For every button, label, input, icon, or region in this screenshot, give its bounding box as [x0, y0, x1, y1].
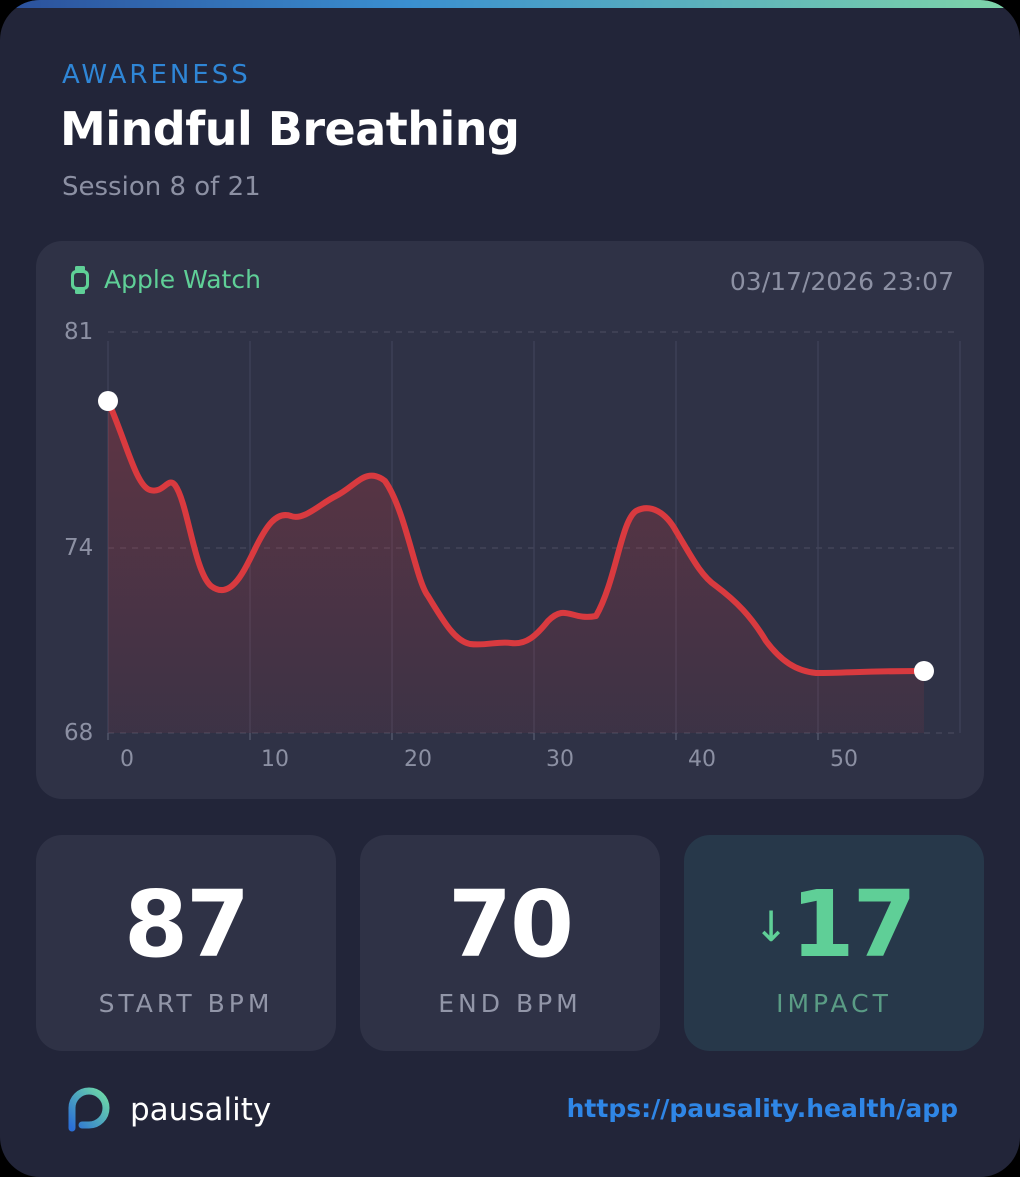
end-bpm-card: 70 END BPM [360, 835, 660, 1051]
heart-rate-chart [98, 331, 961, 740]
impact-value-row: ↓17 [684, 871, 984, 978]
category-label: AWARENESS [62, 60, 251, 90]
x-tick-label: 50 [830, 747, 858, 772]
arrow-down-icon: ↓ [753, 902, 788, 952]
start-bpm-label: START BPM [98, 989, 274, 1018]
app-link[interactable]: https://pausality.health/app [566, 1094, 958, 1123]
device-source: Apple Watch [70, 265, 261, 294]
pausality-logo-icon [62, 1082, 114, 1138]
session-timestamp: 03/17/2026 23:07 [729, 267, 954, 296]
heart-rate-line [105, 398, 927, 676]
start-bpm-card: 87 START BPM [36, 835, 336, 1051]
impact-value: 17 [790, 871, 917, 978]
start-bpm-value: 87 [123, 871, 250, 978]
x-tick-label: 20 [404, 747, 432, 772]
page-title: Mindful Breathing [60, 102, 520, 156]
end-bpm-label: END BPM [438, 989, 582, 1018]
start-point-marker [98, 391, 118, 411]
heart-rate-area [108, 401, 924, 733]
session-progress: Session 8 of 21 [62, 172, 261, 202]
heart-rate-chart-panel: Apple Watch 03/17/2026 23:07 [36, 241, 984, 799]
end-point-marker [914, 661, 934, 681]
gradient-accent-bar [0, 0, 1020, 8]
x-tick-label: 10 [261, 747, 289, 772]
brand-logo: pausality [62, 1082, 271, 1138]
brand-name: pausality [130, 1092, 272, 1128]
x-tick-label: 40 [688, 747, 716, 772]
x-tick-label: 30 [546, 747, 574, 772]
impact-label: IMPACT [776, 989, 892, 1018]
x-tick-label: 0 [120, 747, 134, 772]
y-tick-label: 74 [64, 535, 94, 561]
y-tick-label: 81 [64, 319, 94, 345]
device-name: Apple Watch [104, 265, 261, 294]
impact-card: ↓17 IMPACT [684, 835, 984, 1051]
watch-icon [70, 265, 90, 294]
end-bpm-value: 70 [447, 871, 574, 978]
y-tick-label: 68 [64, 720, 94, 746]
